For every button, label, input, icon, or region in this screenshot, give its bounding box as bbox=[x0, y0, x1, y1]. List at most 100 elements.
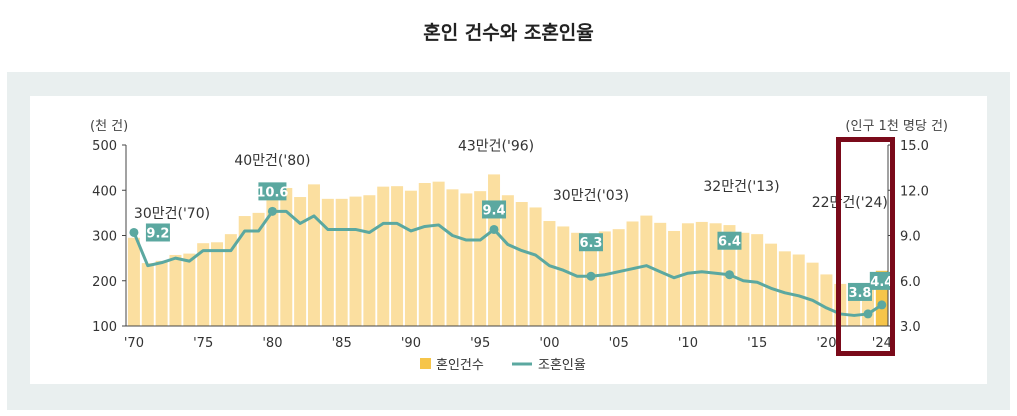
left-tick-label: 500 bbox=[92, 139, 117, 154]
count-annotation: 22만건('24) bbox=[812, 195, 888, 211]
rate-callout-box bbox=[482, 200, 507, 219]
rate-callout-label: 6.4 bbox=[718, 235, 741, 250]
rate-callout-box bbox=[717, 231, 742, 250]
rate-callout-label: 6.3 bbox=[579, 236, 602, 251]
bar-2016 bbox=[765, 243, 778, 326]
rate-callout-box bbox=[847, 282, 872, 301]
bar-2004 bbox=[598, 231, 611, 326]
bar-2017 bbox=[778, 251, 791, 326]
highlight-box bbox=[836, 137, 895, 356]
left-tick-label: 200 bbox=[92, 275, 117, 290]
bar-1970 bbox=[127, 237, 140, 326]
x-tick-label: '80 bbox=[262, 336, 282, 351]
rate-callout-box bbox=[869, 271, 894, 290]
bar-1976 bbox=[211, 242, 224, 326]
left-tick-label: 300 bbox=[92, 230, 117, 245]
bar-2008 bbox=[654, 222, 667, 326]
rate-point bbox=[724, 270, 734, 280]
bar-2011 bbox=[695, 221, 708, 326]
x-tick-label: '95 bbox=[470, 336, 490, 351]
bar-1980 bbox=[266, 188, 279, 326]
bar-1975 bbox=[197, 243, 210, 326]
x-tick-label: '75 bbox=[193, 336, 213, 351]
rate-callout-label: 9.4 bbox=[483, 203, 506, 218]
bar-1988 bbox=[377, 186, 390, 326]
bar-1995 bbox=[474, 191, 487, 326]
rate-callout-label: 3.8 bbox=[848, 286, 871, 301]
right-axis-unit: (인구 1천 명당 건) bbox=[845, 119, 948, 134]
bar-1996 bbox=[488, 174, 501, 326]
chart-title: 혼인 건수와 조혼인율 bbox=[423, 22, 594, 44]
bar-1971 bbox=[141, 263, 154, 326]
left-axis-unit: (천 건) bbox=[90, 119, 128, 134]
bar-2000 bbox=[543, 221, 556, 326]
rate-point bbox=[863, 309, 873, 319]
bar-1983 bbox=[307, 184, 320, 326]
bar-1986 bbox=[349, 196, 362, 326]
x-tick-label: '20 bbox=[816, 336, 836, 351]
bar-1994 bbox=[460, 193, 473, 326]
right-tick-label: 3.0 bbox=[900, 320, 921, 335]
x-tick-label: '15 bbox=[747, 336, 767, 351]
bar-2015 bbox=[751, 234, 764, 326]
bar-2001 bbox=[557, 226, 570, 326]
rate-callout-box bbox=[578, 233, 603, 252]
rate-point bbox=[877, 300, 887, 310]
rate-callout-label: 9.2 bbox=[146, 226, 169, 241]
left-tick-label: 100 bbox=[92, 320, 117, 335]
left-tick-label: 400 bbox=[92, 184, 117, 199]
count-annotation: 40만건('80) bbox=[234, 153, 310, 169]
x-tick-label: '10 bbox=[678, 336, 698, 351]
right-tick-label: 6.0 bbox=[900, 275, 921, 290]
bar-1978 bbox=[238, 216, 251, 326]
right-tick-label: 9.0 bbox=[900, 230, 921, 245]
bar-1999 bbox=[529, 207, 542, 326]
rate-point bbox=[489, 224, 499, 234]
bar-1977 bbox=[224, 234, 237, 326]
right-tick-label: 15.0 bbox=[900, 139, 929, 154]
bar-2018 bbox=[792, 254, 805, 326]
bar-2020 bbox=[820, 274, 833, 326]
bar-1979 bbox=[252, 212, 265, 326]
x-tick-label: '85 bbox=[332, 336, 352, 351]
x-tick-label: '90 bbox=[401, 336, 421, 351]
bar-1985 bbox=[335, 198, 348, 326]
rate-point bbox=[267, 206, 277, 216]
bar-2007 bbox=[640, 215, 653, 326]
count-annotation: 30만건('70) bbox=[134, 206, 210, 222]
bar-1981 bbox=[280, 187, 293, 326]
rate-callout-label: 10.6 bbox=[256, 185, 288, 200]
rate-callout-box bbox=[258, 182, 287, 201]
bar-1992 bbox=[432, 181, 445, 326]
bar-2019 bbox=[806, 262, 819, 326]
x-tick-label: '70 bbox=[124, 336, 144, 351]
count-annotation: 43만건('96) bbox=[458, 138, 534, 154]
bar-1973 bbox=[169, 254, 182, 326]
bar-1990 bbox=[404, 190, 417, 326]
count-annotation: 30만건('03) bbox=[553, 188, 629, 204]
bar-1982 bbox=[294, 197, 307, 326]
x-tick-label: '24 bbox=[872, 336, 892, 351]
rate-point bbox=[129, 227, 139, 237]
count-annotation: 32만건('13) bbox=[703, 179, 779, 195]
bar-1989 bbox=[391, 186, 404, 326]
bar-1993 bbox=[446, 189, 459, 326]
bar-1987 bbox=[363, 195, 376, 326]
bar-1974 bbox=[183, 253, 196, 326]
bar-2002 bbox=[571, 232, 584, 326]
x-tick-label: '05 bbox=[609, 336, 629, 351]
bar-1972 bbox=[155, 260, 168, 326]
bar-1984 bbox=[321, 198, 334, 326]
legend-label: 조혼인율 bbox=[538, 358, 586, 373]
bar-2006 bbox=[626, 221, 639, 326]
legend-swatch-bar bbox=[420, 358, 431, 369]
bar-1991 bbox=[418, 183, 431, 326]
right-tick-label: 12.0 bbox=[900, 184, 929, 199]
rate-line bbox=[132, 209, 883, 317]
bar-2005 bbox=[612, 229, 625, 326]
bar-1997 bbox=[501, 195, 514, 326]
legend-label: 혼인건수 bbox=[436, 358, 484, 373]
rate-callout-label: 4.4 bbox=[870, 275, 893, 290]
x-tick-label: '00 bbox=[539, 336, 559, 351]
